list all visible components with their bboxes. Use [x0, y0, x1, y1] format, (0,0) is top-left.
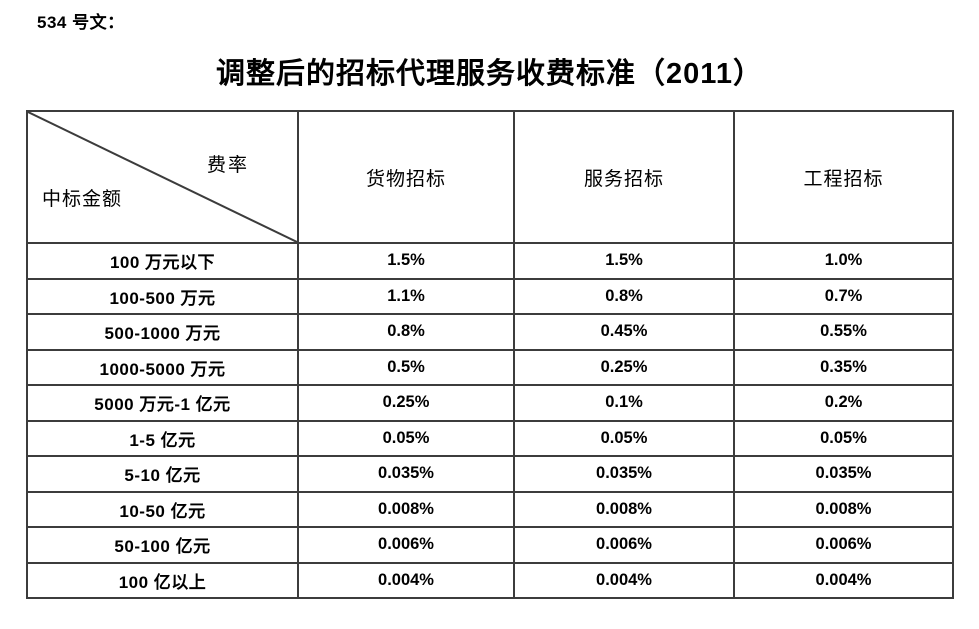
- table-row: 10-50 亿元 0.008% 0.008% 0.008%: [26, 490, 954, 528]
- table-header: 费率 中标金额 货物招标 服务招标 工程招标: [26, 110, 954, 244]
- rate-cell: 0.25%: [297, 384, 515, 422]
- column-header-engineering: 工程招标: [733, 110, 954, 244]
- column-header-services: 服务招标: [513, 110, 735, 244]
- rate-cell: 0.05%: [513, 419, 735, 457]
- rate-cell: 0.004%: [513, 561, 735, 599]
- row-label: 5-10 亿元: [26, 455, 299, 493]
- table-row: 5000 万元-1 亿元 0.25% 0.1% 0.2%: [26, 384, 954, 422]
- row-label: 10-50 亿元: [26, 490, 299, 528]
- rate-cell: 0.5%: [297, 348, 515, 386]
- row-label: 100-500 万元: [26, 277, 299, 315]
- rate-cell: 0.8%: [297, 313, 515, 351]
- rate-cell: 1.0%: [733, 242, 954, 280]
- rate-cell: 0.004%: [733, 561, 954, 599]
- column-header-goods: 货物招标: [297, 110, 515, 244]
- fee-standard-table: 费率 中标金额 货物招标 服务招标 工程招标 100 万元以下 1.5% 1.5…: [26, 110, 954, 599]
- rate-cell: 0.35%: [733, 348, 954, 386]
- corner-label-amount: 中标金额: [42, 189, 123, 210]
- rate-cell: 0.004%: [297, 561, 515, 599]
- header-row: 费率 中标金额 货物招标 服务招标 工程招标: [26, 110, 954, 244]
- table-row: 100 亿以上 0.004% 0.004% 0.004%: [26, 561, 954, 599]
- table-row: 500-1000 万元 0.8% 0.45% 0.55%: [26, 313, 954, 351]
- rate-cell: 1.1%: [297, 277, 515, 315]
- table-row: 50-100 亿元 0.006% 0.006% 0.006%: [26, 526, 954, 564]
- rate-cell: 0.006%: [513, 526, 735, 564]
- page-title: 调整后的招标代理服务收费标准（2011）: [216, 58, 763, 90]
- rate-cell: 0.45%: [513, 313, 735, 351]
- table-row: 100 万元以下 1.5% 1.5% 1.0%: [26, 242, 954, 280]
- row-label: 100 万元以下: [26, 242, 299, 280]
- row-label: 50-100 亿元: [26, 526, 299, 564]
- rate-cell: 0.006%: [733, 526, 954, 564]
- rate-cell: 0.008%: [513, 490, 735, 528]
- corner-label-rate: 费率: [206, 155, 249, 176]
- table-row: 1000-5000 万元 0.5% 0.25% 0.35%: [26, 348, 954, 386]
- row-label: 100 亿以上: [26, 561, 299, 599]
- rate-cell: 1.5%: [297, 242, 515, 280]
- row-label: 1000-5000 万元: [26, 348, 299, 386]
- rate-cell: 0.55%: [733, 313, 954, 351]
- diagonal-corner-cell: 费率 中标金额: [26, 110, 299, 244]
- rate-cell: 0.1%: [513, 384, 735, 422]
- table-row: 5-10 亿元 0.035% 0.035% 0.035%: [26, 455, 954, 493]
- rate-cell: 0.035%: [297, 455, 515, 493]
- row-label: 5000 万元-1 亿元: [26, 384, 299, 422]
- rate-cell: 1.5%: [513, 242, 735, 280]
- row-label: 1-5 亿元: [26, 419, 299, 457]
- document-ref-label: 534 号文：: [37, 13, 125, 32]
- table-row: 1-5 亿元 0.05% 0.05% 0.05%: [26, 419, 954, 457]
- rate-cell: 0.035%: [513, 455, 735, 493]
- rate-cell: 0.05%: [733, 419, 954, 457]
- rate-cell: 0.008%: [733, 490, 954, 528]
- table-row: 100-500 万元 1.1% 0.8% 0.7%: [26, 277, 954, 315]
- rate-cell: 0.05%: [297, 419, 515, 457]
- rate-cell: 0.8%: [513, 277, 735, 315]
- rate-cell: 0.035%: [733, 455, 954, 493]
- table-body: 100 万元以下 1.5% 1.5% 1.0% 100-500 万元 1.1% …: [26, 242, 954, 599]
- row-label: 500-1000 万元: [26, 313, 299, 351]
- diagonal-line: [28, 112, 297, 242]
- rate-cell: 0.2%: [733, 384, 954, 422]
- rate-cell: 0.008%: [297, 490, 515, 528]
- rate-cell: 0.7%: [733, 277, 954, 315]
- rate-cell: 0.25%: [513, 348, 735, 386]
- rate-cell: 0.006%: [297, 526, 515, 564]
